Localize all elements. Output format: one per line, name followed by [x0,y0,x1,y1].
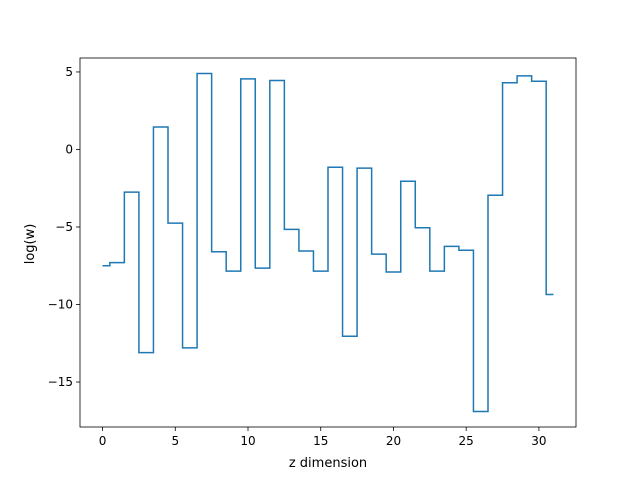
x-tick-label: 15 [313,434,328,448]
series-line [102,72,554,413]
x-tick-label: 5 [171,434,179,448]
x-tick-label: 0 [99,434,107,448]
x-tick-label: 30 [531,434,546,448]
x-tick-label: 10 [240,434,255,448]
axes: 0 5 10 15 20 25 30 5 0 −5 −10 −15 [48,57,577,448]
y-tick-label: −5 [55,220,73,234]
y-axis-label: log(w) [23,224,38,265]
axes-frame [79,57,577,428]
y-tick-label: −15 [48,375,73,389]
plot-area [102,72,554,413]
x-axis-label: z dimension [289,456,367,471]
x-tick-label: 20 [386,434,401,448]
y-tick-label: 5 [65,65,73,79]
y-tick-label: −10 [48,298,73,312]
y-tick-label: 0 [65,142,73,156]
x-tick-label: 25 [459,434,474,448]
